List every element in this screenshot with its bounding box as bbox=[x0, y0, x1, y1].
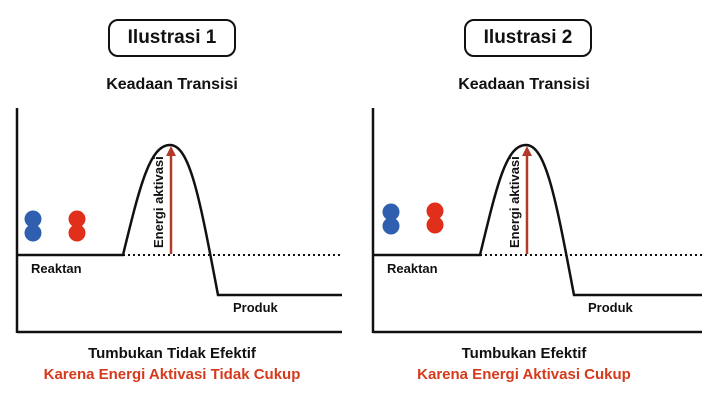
activation-arrow-head bbox=[522, 146, 532, 156]
red-molecule-bottom bbox=[68, 224, 86, 242]
illustration-title-box: Ilustrasi 1 bbox=[108, 19, 236, 57]
illustration-title-box: Ilustrasi 2 bbox=[464, 19, 592, 57]
red-molecule-bottom bbox=[426, 216, 444, 234]
activation-energy-label: Energi aktivasi bbox=[151, 156, 166, 248]
activation-arrow-head bbox=[166, 146, 176, 156]
activation-energy-label: Energi aktivasi bbox=[507, 156, 522, 248]
reactant-label: Reaktan bbox=[387, 261, 438, 276]
collision-result-caption: Tumbukan Tidak Efektif bbox=[88, 345, 256, 362]
product-label: Produk bbox=[588, 300, 634, 315]
blue-molecule-top bbox=[24, 210, 42, 228]
panel-illustration-1: Ilustrasi 1 Keadaan Transisi Energi akti… bbox=[15, 19, 342, 383]
collision-reason-caption: Karena Energi Aktivasi Tidak Cukup bbox=[43, 366, 301, 383]
reactant-label: Reaktan bbox=[31, 261, 82, 276]
blue-molecule-bottom bbox=[382, 217, 400, 235]
blue-molecule-bottom bbox=[24, 224, 42, 242]
blue-molecule-top bbox=[382, 203, 400, 221]
transition-state-title: Keadaan Transisi bbox=[458, 76, 590, 93]
collision-result-caption: Tumbukan Efektif bbox=[461, 345, 587, 362]
red-molecule-top bbox=[68, 210, 86, 228]
energy-curve bbox=[373, 143, 702, 297]
transition-state-title: Keadaan Transisi bbox=[106, 76, 238, 93]
red-molecule-top bbox=[426, 202, 444, 220]
panel-illustration-2: Ilustrasi 2 Keadaan Transisi Energi akti… bbox=[360, 0, 720, 405]
energy-diagram: Energi aktivasi Reaktan Produk bbox=[371, 108, 702, 334]
energy-diagram: Energi aktivasi Reaktan Produk bbox=[15, 108, 342, 334]
collision-reason-caption: Karena Energi Aktivasi Cukup bbox=[417, 366, 631, 383]
energy-curve bbox=[17, 143, 342, 297]
product-label: Produk bbox=[233, 300, 279, 315]
